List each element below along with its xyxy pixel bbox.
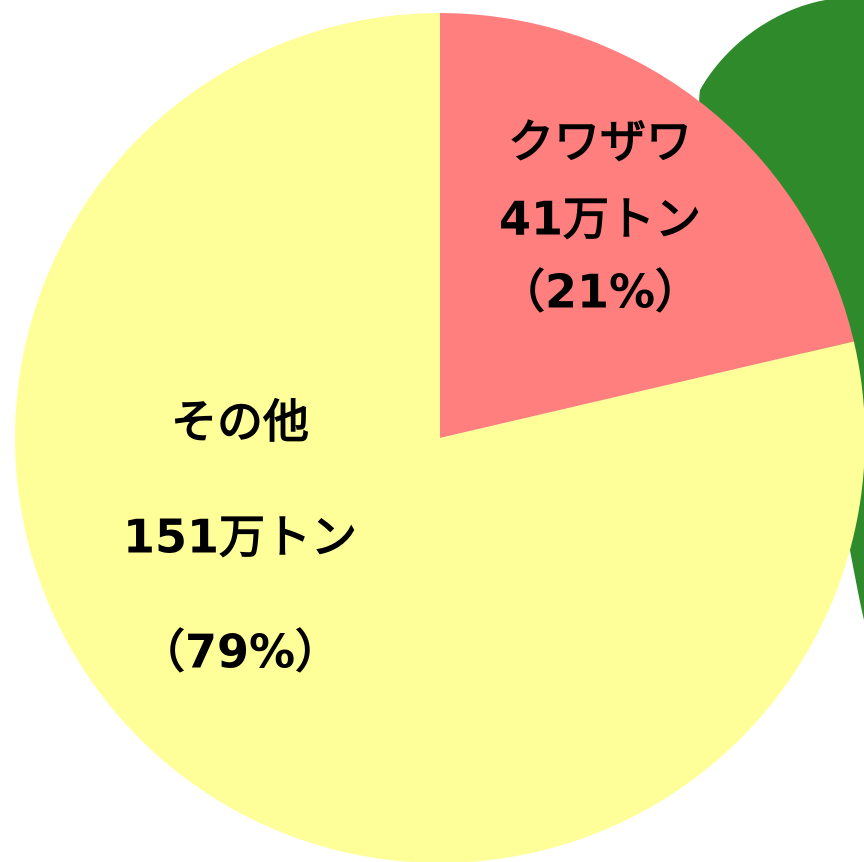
pie <box>15 13 864 862</box>
labels: クワザワ 41万トン （21%） その他 151万トン （79%） <box>123 115 701 679</box>
slice-name: クワザワ <box>508 115 692 169</box>
slice-value: 151万トン <box>123 510 357 564</box>
pie-slice <box>15 13 864 862</box>
pie-slice <box>440 13 854 438</box>
slice-percent: （21%） <box>499 265 701 319</box>
slice-percent: （79%） <box>139 625 341 679</box>
slice-value: 41万トン <box>499 192 701 246</box>
slice-name: その他 <box>171 395 309 449</box>
